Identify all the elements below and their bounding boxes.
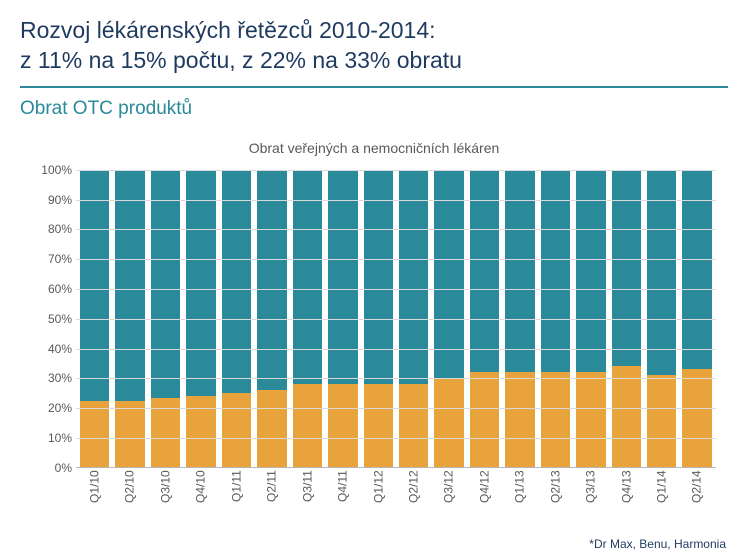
bar-segment-chains	[364, 384, 393, 467]
footnote: *Dr Max, Benu, Harmonia	[589, 537, 726, 551]
x-tick-label: Q3/11	[293, 470, 322, 518]
grid-line	[76, 200, 716, 201]
bar-segment-other	[328, 170, 357, 384]
title-line-1: Rozvoj lékárenských řetězců 2010-2014:	[20, 17, 436, 43]
grid-line	[76, 170, 716, 171]
grid-line	[76, 259, 716, 260]
title-rule	[20, 86, 728, 88]
y-tick-label: 0%	[24, 461, 72, 475]
x-tick-label: Q4/10	[186, 470, 215, 518]
bar-segment-chains	[186, 396, 215, 467]
x-axis: Q1/10Q2/10Q3/10Q4/10Q1/11Q2/11Q3/11Q4/11…	[76, 470, 716, 518]
chart-title: Obrat veřejných a nemocničních lékáren	[24, 140, 724, 156]
plot-area	[76, 170, 716, 468]
x-tick-label: Q1/12	[364, 470, 393, 518]
bar-segment-chains	[434, 378, 463, 467]
y-tick-label: 50%	[24, 312, 72, 326]
bar-segment-other	[364, 170, 393, 384]
y-tick-label: 80%	[24, 222, 72, 236]
x-tick-label: Q1/13	[505, 470, 534, 518]
bar-segment-other	[293, 170, 322, 384]
x-tick-label: Q1/14	[647, 470, 676, 518]
x-tick-label: Q2/12	[399, 470, 428, 518]
x-tick-label: Q2/14	[682, 470, 711, 518]
x-tick-label: Q4/13	[612, 470, 641, 518]
y-axis: 0%10%20%30%40%50%60%70%80%90%100%	[24, 170, 76, 468]
x-tick-label: Q3/12	[434, 470, 463, 518]
x-tick-label: Q2/13	[541, 470, 570, 518]
grid-line	[76, 229, 716, 230]
bar-segment-chains	[682, 369, 711, 467]
grid-line	[76, 438, 716, 439]
bar-segment-chains	[115, 401, 144, 466]
bar-segment-chains	[647, 375, 676, 467]
bar-segment-chains	[612, 366, 641, 467]
x-tick-label: Q3/13	[576, 470, 605, 518]
y-tick-label: 30%	[24, 371, 72, 385]
bar-segment-other	[399, 170, 428, 384]
page-title: Rozvoj lékárenských řetězců 2010-2014: z…	[20, 16, 728, 76]
bar-segment-other	[186, 170, 215, 396]
bar-segment-other	[80, 170, 109, 402]
bar-segment-other	[222, 170, 251, 393]
x-tick-label: Q1/10	[80, 470, 109, 518]
subtitle: Obrat OTC produktů	[20, 98, 728, 120]
bar-segment-chains	[576, 372, 605, 467]
bar-segment-other	[115, 170, 144, 402]
x-tick-label: Q2/10	[115, 470, 144, 518]
grid-line	[76, 408, 716, 409]
y-tick-label: 40%	[24, 342, 72, 356]
y-tick-label: 20%	[24, 401, 72, 415]
bar-segment-chains	[222, 393, 251, 467]
y-tick-label: 60%	[24, 282, 72, 296]
x-tick-label: Q1/11	[222, 470, 251, 518]
chart-area: 0%10%20%30%40%50%60%70%80%90%100% Q1/10Q…	[24, 170, 724, 530]
grid-line	[76, 378, 716, 379]
bar-segment-other	[151, 170, 180, 399]
bar-segment-chains	[80, 401, 109, 466]
bar-segment-chains	[257, 390, 286, 467]
bar-segment-chains	[505, 372, 534, 467]
grid-line	[76, 289, 716, 290]
y-tick-label: 90%	[24, 193, 72, 207]
bar-segment-chains	[541, 372, 570, 467]
bar-segment-chains	[399, 384, 428, 467]
y-tick-label: 10%	[24, 431, 72, 445]
y-tick-label: 70%	[24, 252, 72, 266]
grid-line	[76, 349, 716, 350]
x-tick-label: Q2/11	[257, 470, 286, 518]
bar-segment-other	[434, 170, 463, 378]
chart: Obrat veřejných a nemocničních lékáren 0…	[24, 140, 724, 530]
bar-segment-chains	[328, 384, 357, 467]
grid-line	[76, 319, 716, 320]
y-tick-label: 100%	[24, 163, 72, 177]
bar-segment-other	[257, 170, 286, 390]
x-tick-label: Q3/10	[151, 470, 180, 518]
title-line-2: z 11% na 15% počtu, z 22% na 33% obratu	[20, 47, 462, 73]
x-tick-label: Q4/11	[328, 470, 357, 518]
bar-segment-chains	[470, 372, 499, 467]
x-tick-label: Q4/12	[470, 470, 499, 518]
bar-segment-chains	[293, 384, 322, 467]
